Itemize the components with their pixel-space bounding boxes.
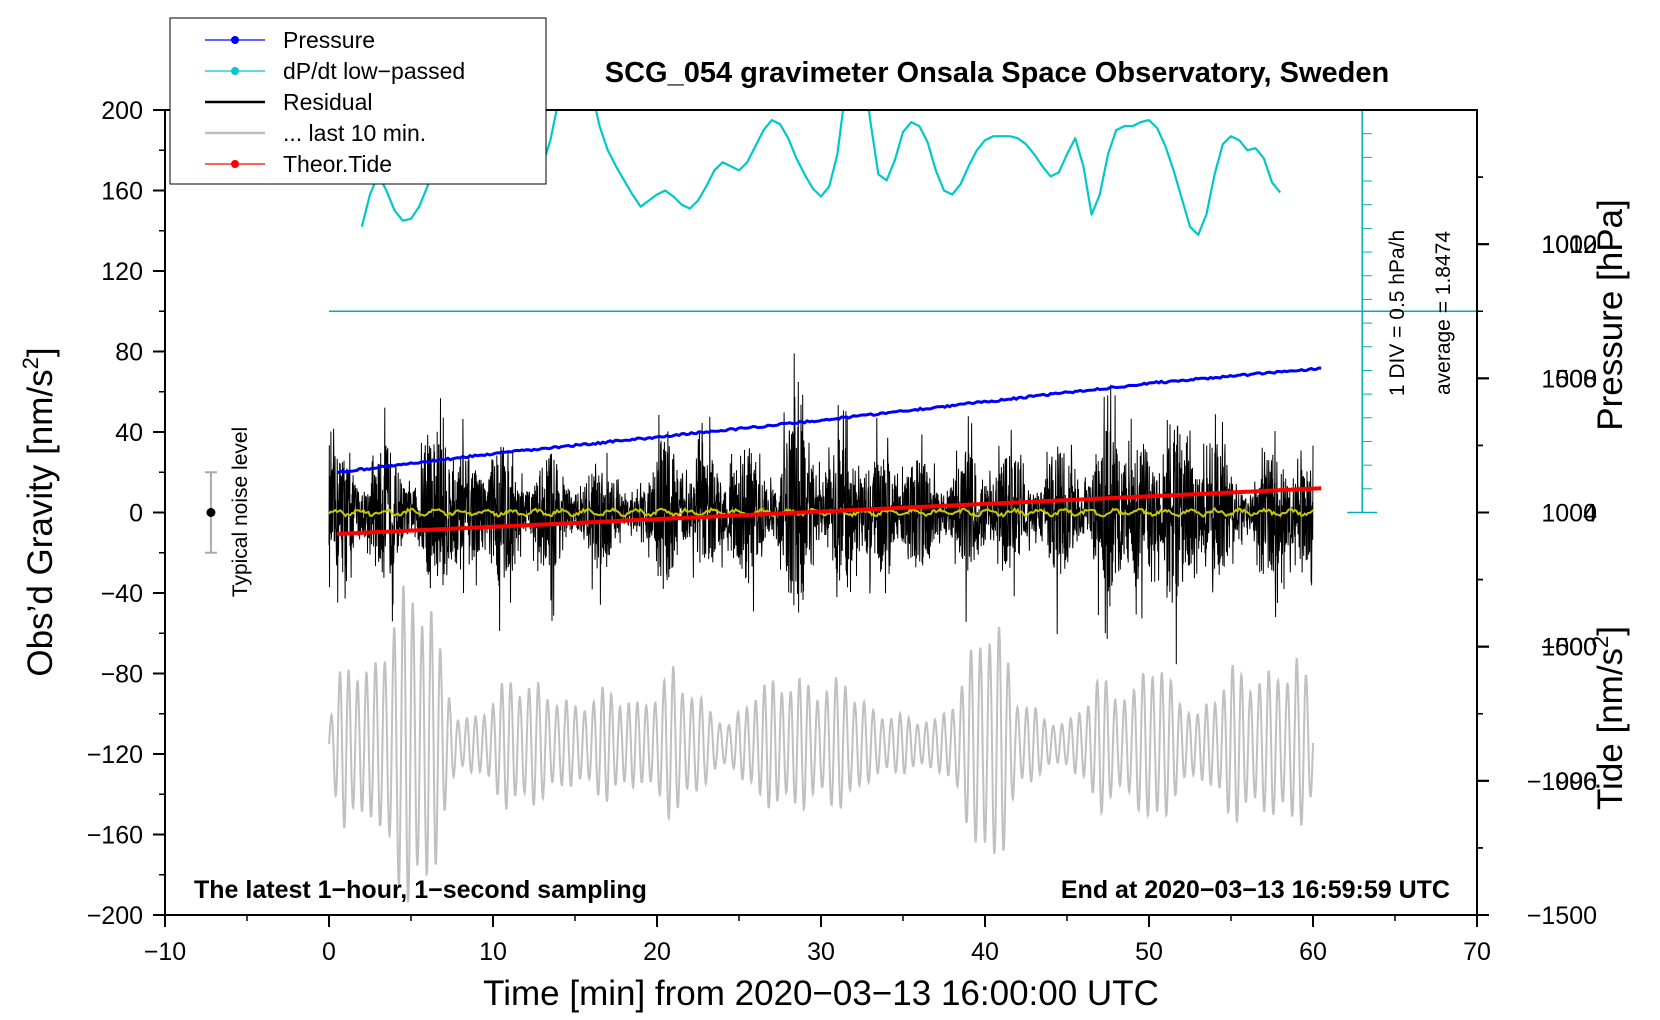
y-tick-label: 160 <box>101 178 143 206</box>
y-tick-label: −40 <box>101 580 143 608</box>
tide-tick-label: −1500 <box>1527 902 1597 930</box>
x-tick-label: 20 <box>643 938 671 966</box>
y-axis-label-left-main: Obs’d Gravity [nm/s <box>21 369 60 676</box>
y-axis-label-left-tail: ] <box>21 347 60 357</box>
x-tick-label: 10 <box>479 938 507 966</box>
tide-tick-label: 0 <box>1583 500 1597 528</box>
annotation-bottom-left: The latest 1−hour, 1−second sampling <box>194 876 647 904</box>
y-tick-label: 40 <box>115 419 143 447</box>
y-axis-label-tide-tail: ] <box>1591 626 1630 636</box>
tide-tick-label: 1000 <box>1541 231 1597 259</box>
y-tick-label: −80 <box>101 661 143 689</box>
legend-label: Residual <box>283 89 373 115</box>
pressure-tick-label: 1012 <box>1541 231 1597 259</box>
pressure-tick-label: 1008 <box>1541 365 1597 393</box>
tide-tick-label: −1000 <box>1527 768 1597 796</box>
dpdt-average-label: average = 1.8474 <box>1432 231 1455 395</box>
legend-swatch-marker <box>231 36 239 44</box>
x-tick-label: 60 <box>1299 938 1327 966</box>
pressure-tick-label: 996 <box>1555 768 1597 796</box>
y-tick-label: 80 <box>115 339 143 367</box>
legend-swatch-marker <box>231 67 239 75</box>
y-axis-label-tide-main: Tide [nm/s <box>1591 648 1630 810</box>
x-axis-label: Time [min] from 2020−03−13 16:00:00 UTC <box>483 974 1159 1013</box>
series-dpdt-line <box>360 110 1282 236</box>
pressure-tick-label: 1004 <box>1541 500 1597 528</box>
x-tick-label: 0 <box>322 938 336 966</box>
noise-level-label: Typical noise level <box>229 427 252 597</box>
x-tick-label: 50 <box>1135 938 1163 966</box>
y-tick-label: 0 <box>129 500 143 528</box>
y-axis-label-left: Obs’d Gravity [nm/s2] <box>18 347 60 676</box>
tide-tick-label: 500 <box>1555 365 1597 393</box>
series-pressure-line <box>336 366 1322 475</box>
pressure-tick-label: 1000 <box>1541 634 1597 662</box>
y-axis-label-tide: Tide [nm/s2] <box>1588 626 1630 810</box>
series-residual-line <box>328 353 1314 665</box>
annotation-bottom-right: End at 2020−03−13 16:59:59 UTC <box>1061 876 1450 904</box>
x-tick-label: 40 <box>971 938 999 966</box>
series-tide-line <box>337 486 1322 536</box>
series-last-10-min-line <box>328 585 1314 903</box>
legend-swatch-marker <box>231 160 239 168</box>
legend: Pressure dP/dt low−passed Residual ... last… <box>169 17 547 185</box>
x-tick-label: 70 <box>1463 938 1491 966</box>
y-axis-label-tide-sup: 2 <box>1588 636 1613 648</box>
x-tick-label: −10 <box>144 938 186 966</box>
y-tick-label: 120 <box>101 258 143 286</box>
legend-label: dP/dt low−passed <box>283 58 465 84</box>
legend-label: Theor.Tide <box>283 151 392 177</box>
chart-title: SCG_054 gravimeter Onsala Space Observat… <box>605 57 1389 89</box>
y-tick-label: −160 <box>87 822 143 850</box>
y-axis-label-pressure: Pressure [hPa] <box>1591 199 1630 431</box>
x-tick-label: 30 <box>807 938 835 966</box>
legend-label: Pressure <box>283 27 375 53</box>
dpdt-div-label: 1 DIV = 0.5 hPa/h <box>1386 230 1409 396</box>
y-tick-label: −200 <box>87 902 143 930</box>
tide-tick-label: −500 <box>1541 634 1597 662</box>
y-tick-label: −120 <box>87 741 143 769</box>
y-tick-label: 200 <box>101 97 143 125</box>
noise-level-dot <box>206 508 216 517</box>
y-axis-label-left-sup: 2 <box>18 357 43 369</box>
legend-label: ... last 10 min. <box>283 120 426 146</box>
